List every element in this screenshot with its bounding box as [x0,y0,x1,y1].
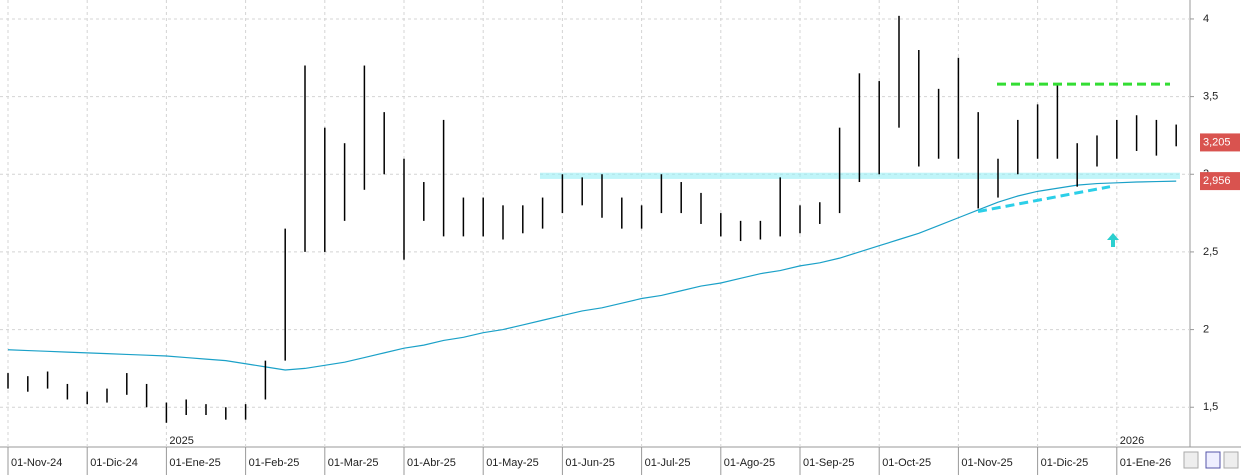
x-tick-label: 01-Nov-25 [961,457,1012,469]
scroll-button[interactable] [1183,451,1199,469]
pin-button[interactable] [1223,451,1239,469]
x-tick-label: 01-Abr-25 [407,457,456,469]
price-tag-label: 2,956 [1203,175,1231,187]
y-tick-label: 2 [1203,323,1209,335]
trendline [977,185,1111,214]
year-label: 2026 [1120,435,1144,447]
x-tick-label: 01-Nov-24 [11,457,62,469]
x-tick-label: 01-Feb-25 [249,457,300,469]
x-tick-label: 01-Jul-25 [645,457,691,469]
year-label: 2025 [169,435,193,447]
x-tick-label: 01-May-25 [486,457,539,469]
x-tick-label: 01-Mar-25 [328,457,379,469]
y-tick-label: 1,5 [1203,401,1218,413]
x-tick-label: 01-Ene-25 [169,457,220,469]
x-tick-label: 01-Dic-24 [90,457,138,469]
x-tick-label: 01-Jun-25 [565,457,615,469]
x-tick-label: 01-Oct-25 [882,457,931,469]
price-tag [1200,172,1240,191]
moving-average [7,180,1177,371]
x-tick-label: 01-Dic-25 [1041,457,1089,469]
x-tick-label: 01-Ago-25 [724,457,775,469]
y-tick-label: 3,5 [1203,91,1218,103]
y-tick-label: 2,5 [1203,246,1218,258]
up-arrow [1107,233,1119,247]
x-tick-label: 01-Sep-25 [803,457,854,469]
price-tag-label: 3,205 [1203,136,1231,148]
y-tick-label: 4 [1203,13,1209,25]
x-tick-label: 01-Ene-26 [1120,457,1171,469]
price-tag [1200,133,1240,152]
save-button[interactable] [1205,451,1221,469]
